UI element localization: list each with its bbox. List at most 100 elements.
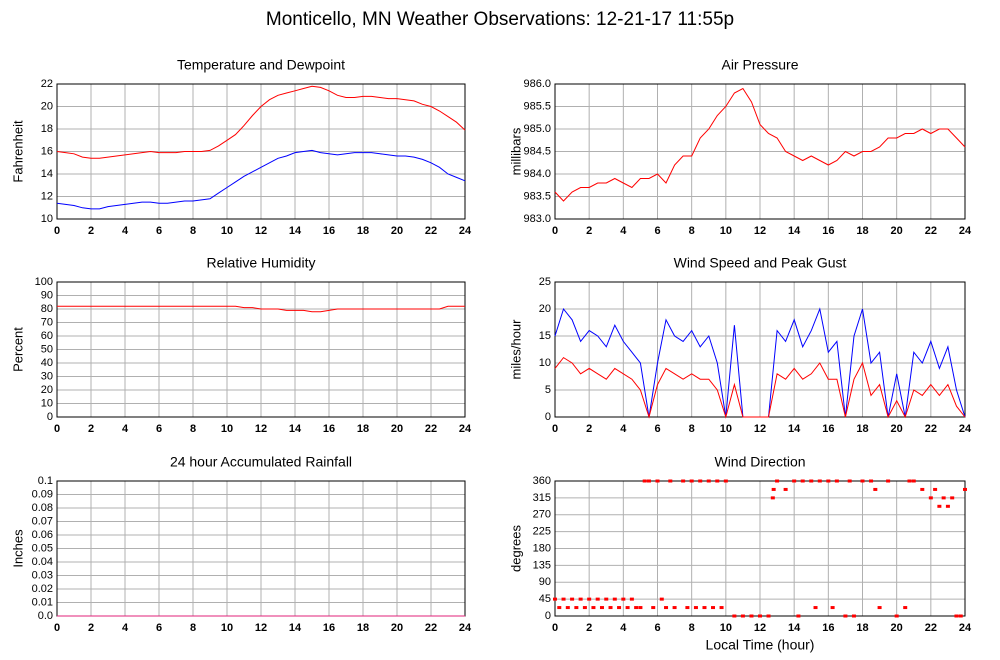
x-tick-label: 18 xyxy=(856,622,868,634)
x-tick-label: 6 xyxy=(156,622,162,634)
x-tick-label: 18 xyxy=(856,225,868,237)
data-point xyxy=(574,606,579,610)
x-tick-label: 0 xyxy=(552,423,558,435)
data-point xyxy=(625,606,630,610)
x-tick-label: 0 xyxy=(552,622,558,634)
y-tick-label: 0.04 xyxy=(32,556,53,568)
data-line xyxy=(57,305,465,313)
data-point xyxy=(587,597,592,601)
data-point xyxy=(604,597,609,601)
y-tick-label: 0.0 xyxy=(38,610,53,622)
chart-title: Wind Direction xyxy=(714,454,805,470)
y-axis-label: degrees xyxy=(508,525,523,572)
data-point xyxy=(907,479,912,483)
x-tick-label: 12 xyxy=(754,423,766,435)
data-point xyxy=(758,614,762,618)
x-tick-label: 0 xyxy=(54,225,60,237)
x-tick-label: 12 xyxy=(754,622,766,634)
x-tick-label: 6 xyxy=(156,225,162,237)
y-tick-label: 983.5 xyxy=(523,190,551,202)
y-tick-label: 12 xyxy=(41,190,53,202)
data-point xyxy=(920,487,925,491)
x-tick-label: 20 xyxy=(391,225,403,237)
x-tick-label: 24 xyxy=(459,622,472,634)
y-tick-label: 100 xyxy=(35,276,53,288)
x-tick-label: 20 xyxy=(891,622,903,634)
data-point xyxy=(599,606,604,610)
x-tick-label: 24 xyxy=(459,225,472,237)
data-point xyxy=(775,479,780,483)
x-tick-label: 2 xyxy=(586,225,592,237)
y-tick-label: 984.5 xyxy=(523,145,551,157)
data-point xyxy=(608,606,613,610)
x-tick-label: 22 xyxy=(925,225,937,237)
x-tick-label: 2 xyxy=(586,423,592,435)
data-line xyxy=(56,149,466,210)
y-tick-label: 985.0 xyxy=(523,123,551,135)
x-tick-label: 6 xyxy=(654,423,660,435)
x-tick-label: 4 xyxy=(620,225,627,237)
x-tick-label: 16 xyxy=(822,225,834,237)
x-tick-label: 4 xyxy=(122,622,129,634)
y-tick-label: 180 xyxy=(533,542,551,554)
data-point xyxy=(629,597,634,601)
data-point xyxy=(553,597,557,601)
y-tick-label: 20 xyxy=(539,303,551,315)
data-point xyxy=(796,614,801,618)
data-point xyxy=(668,479,673,483)
chart-panel: 24 hour Accumulated Rainfall Inches 0.0 0.0… xyxy=(10,454,472,634)
x-tick-label: 14 xyxy=(788,423,801,435)
data-point xyxy=(689,479,694,483)
data-point xyxy=(860,479,865,483)
y-tick-label: 5 xyxy=(545,384,551,396)
y-tick-label: 135 xyxy=(533,559,551,571)
data-point xyxy=(954,614,959,618)
y-axis-label: Percent xyxy=(10,327,25,372)
data-point xyxy=(933,487,938,491)
data-point xyxy=(771,487,776,491)
y-tick-label: 20 xyxy=(41,384,53,396)
y-tick-label: 70 xyxy=(41,316,53,328)
x-tick-label: 22 xyxy=(425,225,437,237)
data-point xyxy=(945,504,950,508)
data-point xyxy=(928,496,933,500)
x-tick-label: 2 xyxy=(88,423,94,435)
data-point xyxy=(706,479,711,483)
data-point xyxy=(557,606,562,610)
x-tick-label: 0 xyxy=(552,225,558,237)
data-point xyxy=(634,606,639,610)
data-point xyxy=(715,479,720,483)
data-point xyxy=(693,606,698,610)
x-tick-label: 6 xyxy=(156,423,162,435)
x-tick-label: 16 xyxy=(323,423,335,435)
x-tick-label: 2 xyxy=(586,622,592,634)
y-axis-label: Inches xyxy=(10,529,25,568)
y-tick-label: 0.02 xyxy=(32,583,53,595)
data-point xyxy=(582,606,587,610)
data-point xyxy=(642,479,647,483)
x-tick-label: 16 xyxy=(323,225,335,237)
y-tick-label: 90 xyxy=(41,289,53,301)
x-tick-label: 14 xyxy=(788,225,801,237)
y-tick-label: 14 xyxy=(41,168,53,180)
x-tick-label: 8 xyxy=(689,225,695,237)
data-point xyxy=(958,614,963,618)
x-tick-label: 2 xyxy=(88,225,94,237)
data-point xyxy=(847,479,852,483)
data-point xyxy=(749,614,754,618)
x-tick-label: 18 xyxy=(856,423,868,435)
x-tick-label: 4 xyxy=(122,423,129,435)
x-tick-label: 6 xyxy=(654,622,660,634)
data-point xyxy=(612,597,617,601)
y-tick-label: 90 xyxy=(539,576,551,588)
y-tick-label: 25 xyxy=(539,276,551,288)
x-tick-label: 4 xyxy=(620,423,627,435)
x-tick-label: 8 xyxy=(689,622,695,634)
chart-title: Relative Humidity xyxy=(207,255,316,271)
data-point xyxy=(809,479,814,483)
x-tick-label: 10 xyxy=(720,423,732,435)
x-tick-label: 8 xyxy=(190,423,196,435)
y-tick-label: 0.01 xyxy=(32,596,53,608)
data-point xyxy=(792,479,797,483)
chart-panel: Relative HumidityPercent0102030405060708… xyxy=(10,255,472,435)
